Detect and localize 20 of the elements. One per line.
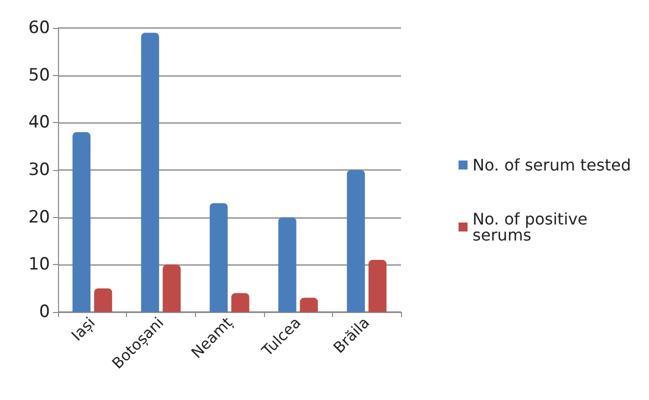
bar — [94, 288, 112, 312]
legend-label: No. of positive serums — [472, 210, 593, 244]
y-tick-label: 60 — [28, 18, 50, 38]
bar — [162, 264, 181, 312]
bar — [346, 170, 365, 312]
bar — [72, 132, 90, 312]
y-tick-label: 30 — [28, 160, 50, 180]
legend-label: No. of serum tested — [472, 156, 631, 174]
bar — [368, 260, 386, 312]
bar — [278, 217, 296, 312]
y-tick-label: 20 — [28, 207, 50, 228]
y-tick-label: 50 — [28, 65, 50, 86]
y-tick-label: 40 — [28, 112, 50, 133]
bar — [300, 298, 318, 312]
bar — [231, 293, 250, 312]
bar — [141, 32, 160, 312]
bar — [210, 203, 228, 312]
y-tick-label: 10 — [28, 254, 50, 275]
y-tick-label: 0 — [39, 302, 50, 322]
x-tick-label: Iași — [68, 314, 99, 344]
